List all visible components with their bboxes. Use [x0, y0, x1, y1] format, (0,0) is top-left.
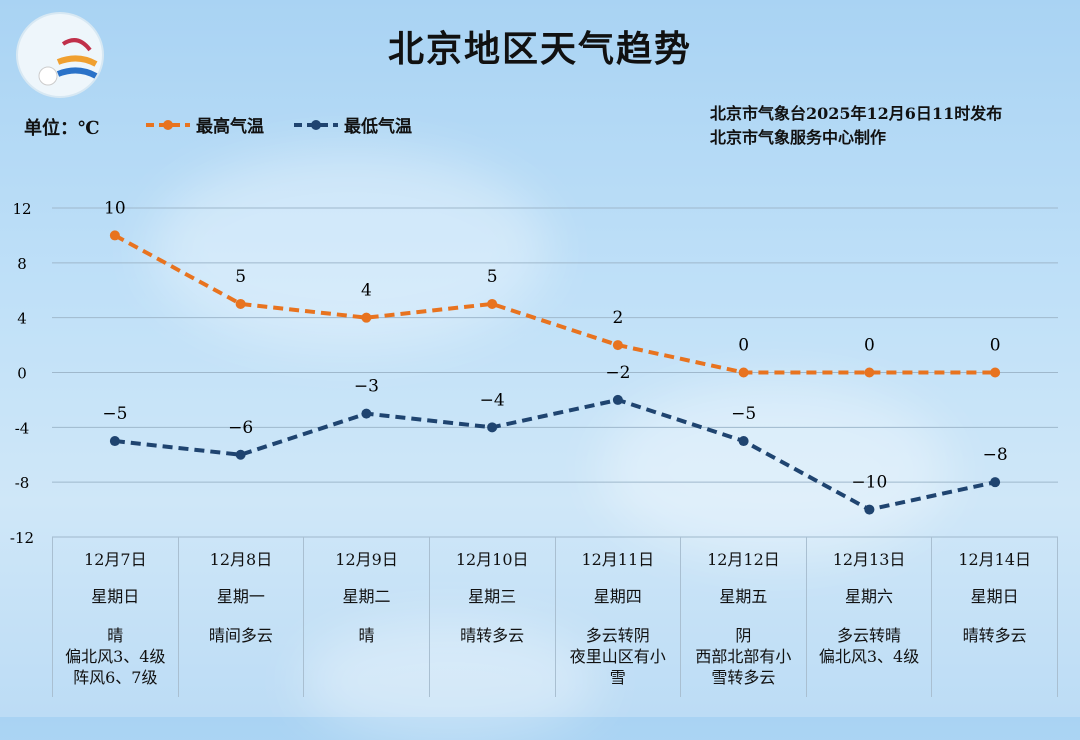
day-weather: 偏北风3、4级 [818, 647, 920, 666]
series-line-low [114, 397, 996, 512]
data-label: 4 [361, 281, 372, 301]
data-point [235, 449, 246, 460]
page-title: 北京地区天气趋势 [387, 28, 692, 70]
y-tick-label: 12 [12, 200, 31, 218]
data-point [487, 298, 498, 309]
data-label: −2 [605, 363, 630, 383]
data-label: 5 [487, 267, 498, 287]
day-column: 12月8日星期一晴间多云 [177, 537, 305, 697]
day-date: 12月9日 [335, 550, 398, 569]
day-weather: 阴 [735, 626, 752, 645]
data-label: −10 [851, 473, 887, 493]
data-label: −5 [731, 404, 756, 424]
day-weather: 晴转多云 [962, 626, 1027, 645]
data-point [738, 367, 749, 378]
day-weekday: 星期一 [216, 587, 265, 606]
day-weekday: 星期五 [719, 587, 768, 606]
day-weather: 夜里山区有小 [569, 647, 666, 666]
day-date: 12月8日 [209, 550, 273, 569]
data-point [864, 504, 875, 515]
legend-low: 最低气温 [292, 112, 412, 137]
data-point [235, 298, 246, 309]
data-point [487, 422, 498, 433]
day-weather: 晴转多云 [460, 626, 525, 645]
data-label: 2 [612, 308, 623, 328]
y-tick-label: -12 [10, 529, 34, 547]
legend-low-label: 最低气温 [344, 117, 412, 137]
data-label: −5 [102, 404, 127, 424]
data-point [738, 436, 749, 447]
data-point [990, 367, 1001, 378]
day-weekday: 星期六 [845, 587, 894, 606]
data-label: −4 [480, 390, 505, 410]
day-weather: 阵风6、7级 [73, 668, 158, 687]
y-tick-label: 0 [17, 365, 27, 383]
day-weekday: 星期日 [91, 587, 140, 606]
day-column: 12月10日 星期三晴转多云 [428, 537, 556, 697]
data-point [990, 477, 1001, 488]
data-label: 10 [104, 198, 126, 218]
day-date: 12月11日 [581, 550, 655, 569]
day-weekday: 星期日 [970, 587, 1019, 606]
day-column: 12月13日 星期六多云转晴偏北风3、4级 [805, 537, 933, 697]
day-weather: 偏北风3、4级 [65, 647, 166, 666]
logo [16, 12, 104, 98]
data-point [612, 394, 623, 405]
day-weekday: 星期二 [342, 587, 391, 606]
issuer-line-1: 北京市气象台2025年12月6日11时发布 [710, 104, 1003, 123]
day-date: 12月7日 [84, 550, 147, 569]
day-column: 12月14日 星期日晴转多云 [931, 537, 1058, 697]
data-label: 0 [738, 336, 749, 356]
data-point [109, 230, 120, 241]
y-tick-label: 4 [17, 310, 27, 328]
y-tick-label: 8 [17, 255, 27, 273]
day-weather: 多云转阴 [585, 626, 650, 645]
unit-label: 单位：℃ [24, 118, 100, 139]
data-point [109, 436, 120, 447]
day-weather: 雪转多云 [711, 668, 776, 687]
data-label: −6 [228, 418, 253, 438]
legend-high: 最高气温 [144, 112, 264, 137]
day-weather: 西部北部有小 [695, 647, 792, 666]
day-column: 12月12日 星期五阴西部北部有小 雪转多云 [680, 537, 807, 697]
data-label: −3 [354, 377, 379, 397]
day-date: 12月10日 [455, 550, 529, 569]
day-weather: 晴间多云 [208, 626, 273, 645]
day-column: 12月7日星期日晴偏北风3、4级 阵风6、7级 [52, 537, 179, 697]
forecast-table: 12月7日 星期日晴偏北风3、4级 阵风6、7级 12月8日 星期一 晴间多云 12月9日星… [52, 537, 1058, 697]
day-weekday: 星期四 [593, 587, 642, 606]
day-column: 12月11日 星期四多云转阴夜里山区有小雪 [554, 537, 682, 697]
series-line-high [113, 233, 996, 375]
issuer-line-2: 北京市气象服务中心制作 [710, 128, 887, 147]
day-date: 12月12日 [707, 550, 780, 569]
y-tick-label: -8 [15, 474, 30, 492]
data-label: 0 [990, 336, 1001, 356]
data-label: −8 [983, 445, 1008, 465]
data-point [361, 408, 372, 419]
day-weekday: 星期三 [468, 587, 517, 606]
day-date: 12月13日 [832, 550, 906, 569]
day-weather: 多云转晴 [837, 626, 902, 645]
data-point [612, 340, 623, 351]
data-point [361, 312, 372, 323]
y-tick-label: -4 [15, 419, 30, 437]
data-label: 5 [235, 267, 246, 287]
day-date: 12月14日 [958, 550, 1032, 569]
legend-high-label: 最高气温 [196, 117, 264, 137]
data-point [864, 367, 875, 378]
day-weather: 雪 [609, 668, 626, 687]
day-weather: 晴 [358, 626, 375, 645]
day-column: 12月9日星期二晴 [303, 537, 430, 697]
day-weather: 晴 [107, 626, 124, 645]
data-label: 0 [864, 336, 875, 356]
